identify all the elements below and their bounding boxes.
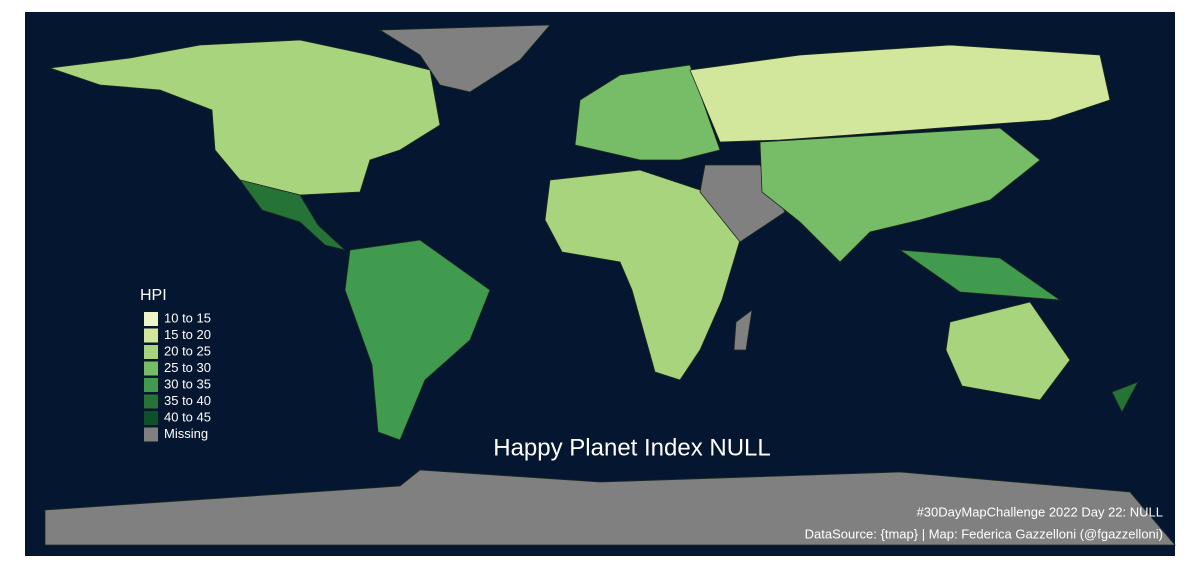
legend-swatch bbox=[144, 345, 158, 359]
legend-label: 20 to 25 bbox=[164, 343, 211, 358]
legend-label: Missing bbox=[164, 426, 208, 441]
madagascar bbox=[733, 309, 753, 351]
europe bbox=[574, 64, 721, 161]
russia bbox=[689, 44, 1111, 143]
legend-label: 40 to 45 bbox=[164, 409, 211, 424]
legend-swatch bbox=[144, 328, 158, 343]
asia bbox=[759, 127, 1041, 263]
legend-swatch bbox=[144, 378, 158, 392]
new-zealand bbox=[1111, 381, 1139, 413]
legend-swatch bbox=[144, 411, 158, 425]
north-america bbox=[49, 39, 441, 196]
caption: DataSource: {tmap} | Map: Federica Gazze… bbox=[805, 526, 1163, 541]
legend-label: 15 to 20 bbox=[164, 327, 211, 342]
legend-label: 25 to 30 bbox=[164, 360, 211, 375]
legend-swatch bbox=[144, 427, 158, 442]
legend-swatch bbox=[144, 361, 158, 376]
southeast-asia bbox=[898, 249, 1062, 301]
legend-swatch bbox=[144, 394, 158, 409]
antarctica bbox=[44, 469, 1176, 546]
legend-swatch bbox=[144, 312, 158, 326]
australia bbox=[945, 301, 1071, 401]
central-america bbox=[239, 179, 346, 251]
legend-label: 30 to 35 bbox=[164, 376, 211, 391]
legend-title: HPI bbox=[140, 287, 167, 304]
caption: #30DayMapChallenge 2022 Day 22: NULL bbox=[917, 504, 1163, 519]
greenland bbox=[378, 24, 551, 93]
map-title: Happy Planet Index NULL bbox=[493, 434, 771, 461]
south-america bbox=[344, 239, 491, 441]
land bbox=[44, 24, 1176, 546]
legend-label: 35 to 40 bbox=[164, 393, 211, 408]
legend-label: 10 to 15 bbox=[164, 310, 211, 325]
